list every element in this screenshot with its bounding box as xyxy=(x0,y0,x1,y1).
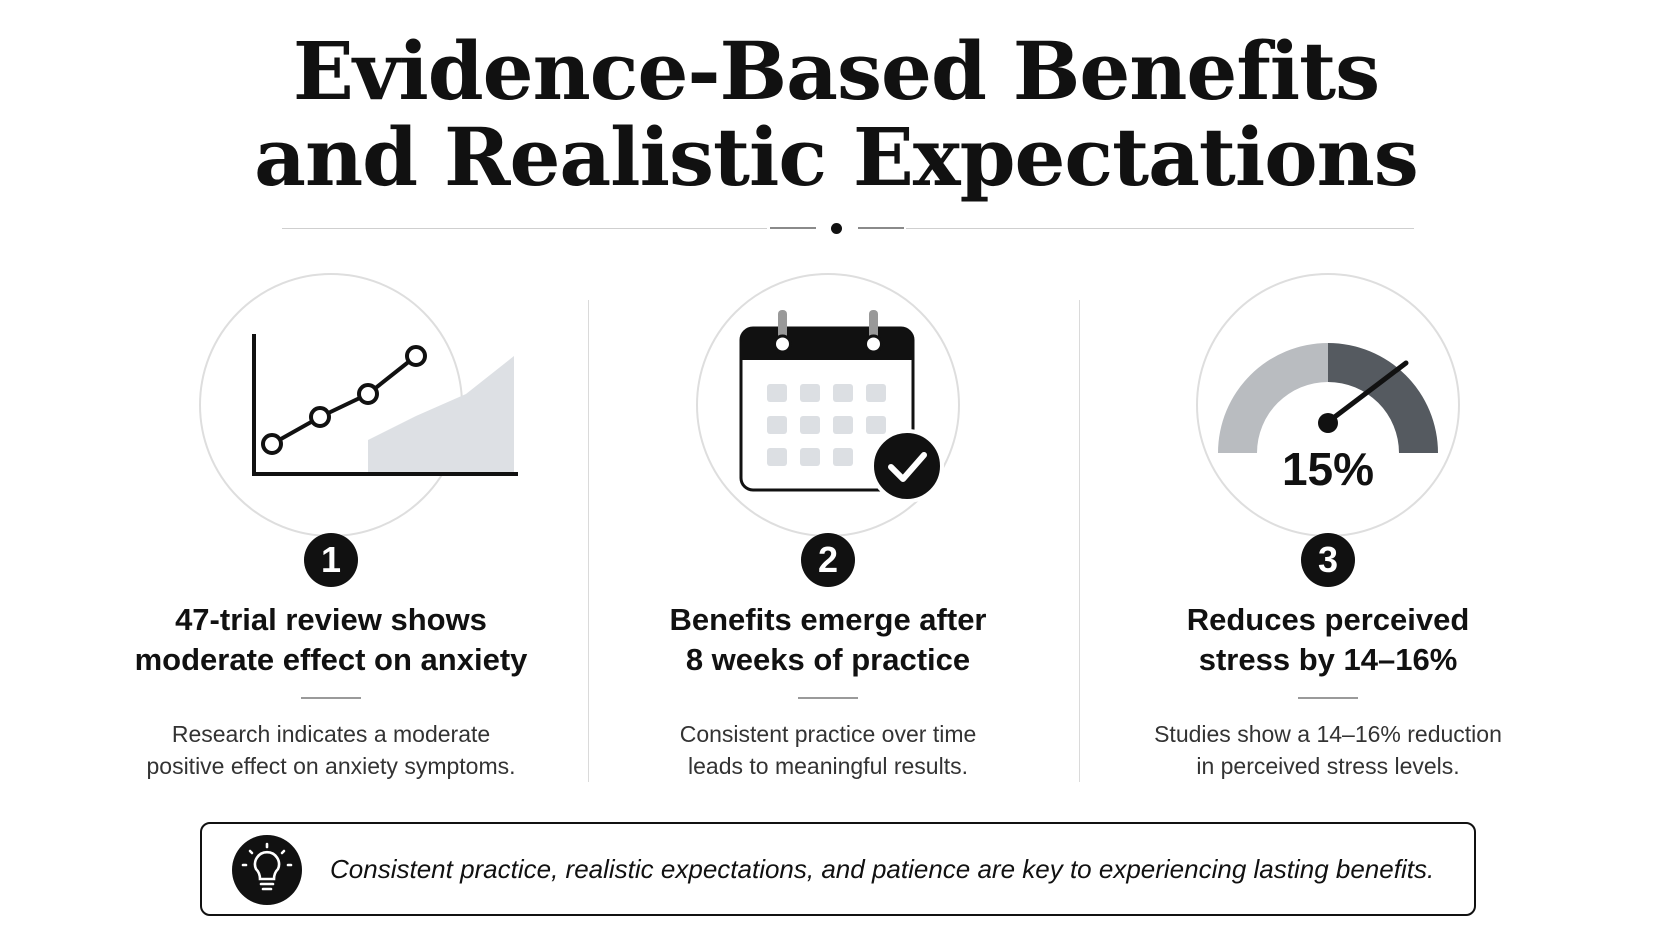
card-headline: 47-trial review shows moderate effect on… xyxy=(96,600,566,680)
card-headline: Benefits emerge after 8 weeks of practic… xyxy=(593,600,1063,680)
step-badge: 3 xyxy=(1301,533,1355,587)
benefit-card-2: 2 Benefits emerge after 8 weeks of pract… xyxy=(593,270,1063,790)
card-rule xyxy=(1298,697,1358,699)
card-rule xyxy=(798,697,858,699)
gauge-hub xyxy=(1318,413,1338,433)
column-separator-1 xyxy=(588,300,589,782)
step-badge: 1 xyxy=(304,533,358,587)
card-description: Studies show a 14–16% reduction in perce… xyxy=(1093,718,1563,782)
card-description: Research indicates a moderate positive e… xyxy=(96,718,566,782)
card-headline-line-1: Benefits emerge after xyxy=(669,602,987,637)
divider-line-right xyxy=(906,228,1414,229)
benefit-card-1: 1 47-trial review shows moderate effect … xyxy=(96,270,566,790)
key-takeaway-box: Consistent practice, realistic expectati… xyxy=(200,822,1476,916)
calendar-header xyxy=(741,328,913,360)
card-description-line-2: leads to meaningful results. xyxy=(688,753,968,779)
check-mark-icon xyxy=(888,452,927,482)
card-headline-line-1: 47-trial review shows xyxy=(175,602,487,637)
divider-dot xyxy=(831,223,842,234)
calendar-grid xyxy=(767,384,886,466)
chart-point xyxy=(357,383,379,405)
gauge-value: 15% xyxy=(1282,443,1374,495)
card-headline-line-2: moderate effect on anxiety xyxy=(134,642,528,677)
gauge-icon: 15% xyxy=(1218,343,1438,495)
page-title-line-2: and Realistic Expectations xyxy=(254,110,1419,204)
page-title-line-1: Evidence-Based Benefits xyxy=(292,24,1380,118)
line-chart-icon xyxy=(252,334,518,476)
card-description-line-1: Studies show a 14–16% reduction xyxy=(1154,721,1502,747)
gauge-needle xyxy=(1325,360,1409,425)
card-headline-line-1: Reduces perceived xyxy=(1186,602,1470,637)
check-badge xyxy=(870,429,944,503)
calendar-check-icon xyxy=(739,310,944,503)
card-description-line-2: positive effect on anxiety symptoms. xyxy=(146,753,516,779)
divider-line-left xyxy=(282,228,767,229)
chart-point xyxy=(309,406,331,428)
key-takeaway-text: Consistent practice, realistic expectati… xyxy=(330,854,1435,884)
calendar-ring-hole xyxy=(864,334,883,354)
divider-dash-right xyxy=(858,227,904,229)
card-rule xyxy=(301,697,361,699)
card-headline: Reduces perceived stress by 14–16% xyxy=(1093,600,1563,680)
lightbulb-icon xyxy=(232,835,302,905)
chart-area xyxy=(368,356,514,474)
card-description-line-1: Research indicates a moderate xyxy=(171,721,491,747)
chart-series-line xyxy=(271,354,418,446)
card-description-line-2: in perceived stress levels. xyxy=(1196,753,1460,779)
gauge-segment-dark xyxy=(1328,343,1438,453)
calendar-ring-hole xyxy=(773,334,792,354)
card-description-line-1: Consistent practice over time xyxy=(679,721,977,747)
column-separator-2 xyxy=(1079,300,1080,782)
step-badge: 2 xyxy=(801,533,855,587)
gauge-segment-light xyxy=(1218,343,1328,453)
chart-point xyxy=(261,433,283,455)
chart-point xyxy=(405,345,427,367)
card-headline-line-2: stress by 14–16% xyxy=(1198,642,1458,677)
page-title: Evidence-Based Benefits and Realistic Ex… xyxy=(0,28,1672,200)
card-headline-line-2: 8 weeks of practice xyxy=(685,642,971,677)
benefit-card-3: 15% 3 Reduces perceived stress by 14–16%… xyxy=(1093,270,1563,790)
lightbulb-glyph xyxy=(241,842,293,891)
divider-dash-left xyxy=(770,227,816,229)
card-description: Consistent practice over time leads to m… xyxy=(593,718,1063,782)
